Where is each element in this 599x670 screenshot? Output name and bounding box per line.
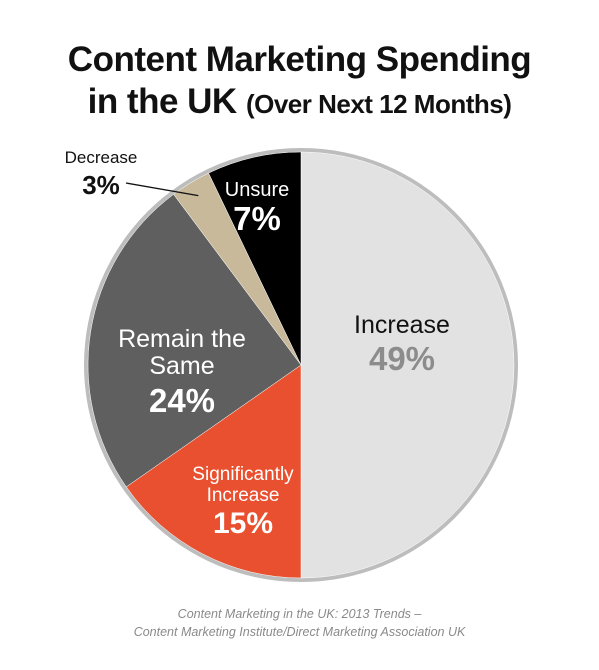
pie-labels: Increase49%SignificantlyIncrease15%Remai… [65,148,450,540]
decrease-leader-line [125,182,199,197]
slice-label-significantly-increase: Significantly [192,464,294,485]
chart-title-line-2: in the UK (Over Next 12 Months) [0,82,599,122]
pie-slice-unsure [208,151,302,366]
source-line-1: Content Marketing in the UK: 2013 Trends… [177,607,422,621]
slice-value-remain-the-same: 24% [149,382,215,419]
slice-value-significantly-increase: 15% [213,507,273,540]
slice-value-unsure: 7% [233,200,281,237]
slice-label-remain-the-same: Same [149,352,214,380]
source-line-2: Content Marketing Institute/Direct Marke… [133,625,466,639]
slice-value-increase: 49% [369,340,435,377]
slice-label-unsure: Unsure [225,179,289,201]
slice-label-remain-the-same: Remain the [118,325,246,353]
chart-subtitle: (Over Next 12 Months) [245,89,512,119]
chart-title-line-1: Content Marketing Spending [67,40,532,79]
pie-slice-increase [300,151,515,579]
slice-label-significantly-increase: Increase [207,485,280,506]
slice-value-decrease: 3% [82,170,120,200]
pie-slice-significantly-increase [125,364,302,579]
pie-slices [87,151,515,579]
slice-label-increase: Increase [354,311,450,339]
slice-label-decrease: Decrease [65,148,138,167]
chart-title-main: in the UK [87,82,238,121]
pie-slice-remain-the-same [87,193,302,488]
